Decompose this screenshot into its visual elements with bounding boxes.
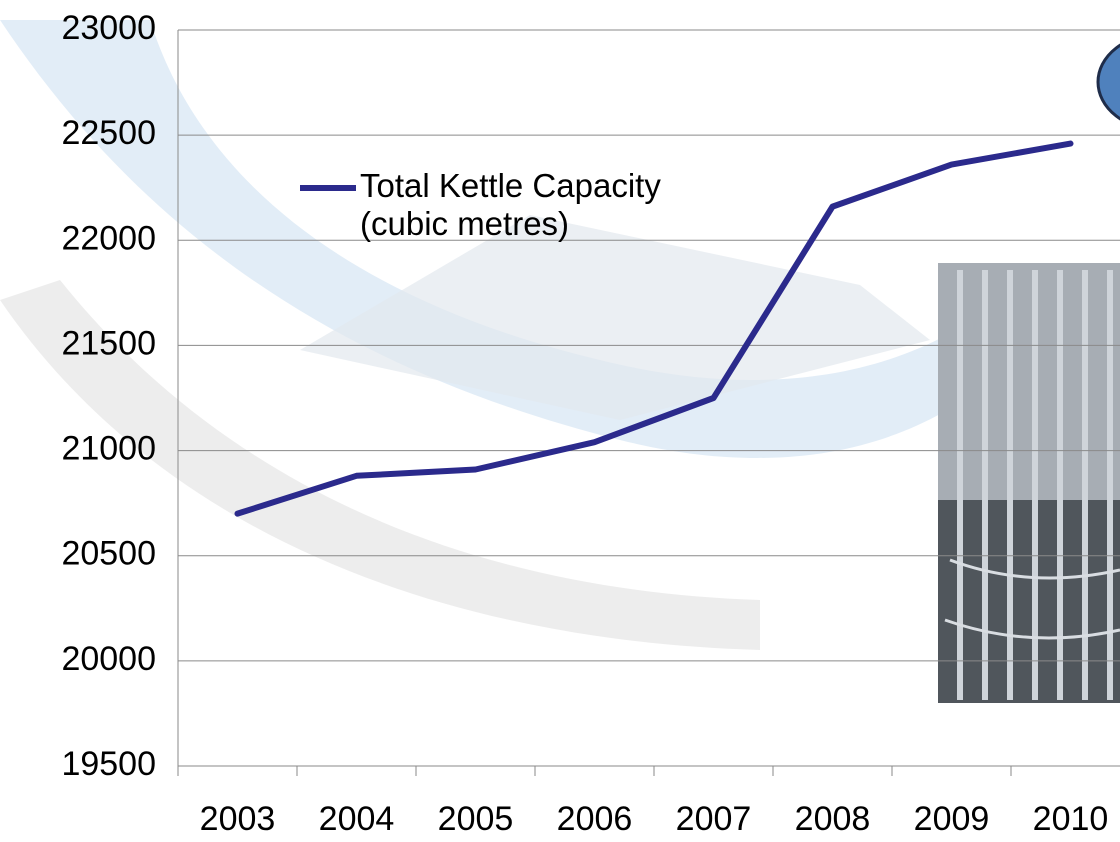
chart: 19500 20000 20500 21000 21500 22000 22500 23000… — [0, 0, 1120, 842]
x-tick-label: 2008 — [795, 800, 871, 838]
legend-label: Total Kettle Capacity (cubic metres) — [360, 167, 690, 243]
callout-shape — [1098, 34, 1120, 130]
x-tick-label: 2003 — [200, 800, 276, 838]
y-tick-label: 22000 — [61, 219, 156, 257]
x-tick-label: 2007 — [676, 800, 752, 838]
photo — [938, 263, 1120, 703]
y-tick-label: 20500 — [61, 535, 156, 573]
x-tick-label: 2010 — [1033, 800, 1109, 838]
x-tick-label: 2009 — [914, 800, 990, 838]
x-tick-label: 2005 — [438, 800, 514, 838]
legend: Total Kettle Capacity (cubic metres) — [300, 167, 690, 243]
y-tick-label: 22500 — [61, 114, 156, 152]
legend-swatch — [300, 185, 356, 191]
x-tick-label: 2006 — [557, 800, 633, 838]
page: {"chart_data": {"type": "line", "categor… — [0, 0, 1120, 842]
y-tick-label: 21500 — [61, 324, 156, 362]
y-tick-label: 19500 — [61, 745, 156, 783]
y-tick-label: 21000 — [61, 430, 156, 468]
y-tick-label: 23000 — [61, 9, 156, 47]
x-tick-label: 2004 — [319, 800, 395, 838]
y-tick-label: 20000 — [61, 640, 156, 678]
